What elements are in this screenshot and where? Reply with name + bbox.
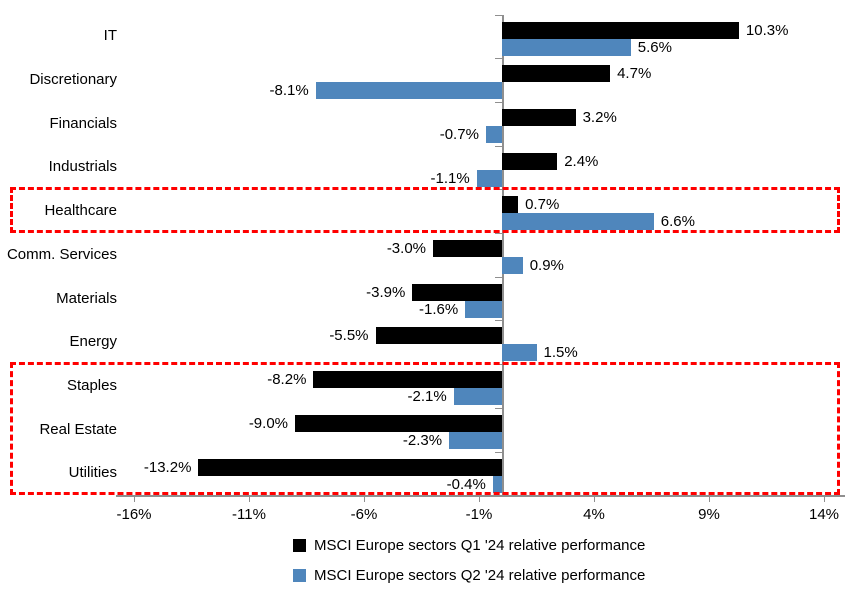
- q2-value-label-real-estate: -2.3%: [402, 431, 443, 449]
- q1-value-label-discretionary: 4.7%: [617, 65, 652, 83]
- q1-value-label-real-estate: -9.0%: [248, 414, 288, 432]
- legend-label-q2: MSCI Europe sectors Q2 '24 relative perf…: [314, 566, 646, 584]
- x-axis-tick: [824, 495, 825, 503]
- q1-bar-industrials: [502, 152, 558, 170]
- y-axis-tick: [495, 14, 502, 16]
- q1-value-label-financials: 3.2%: [582, 108, 617, 126]
- category-label-utilities: Utilities: [68, 464, 117, 482]
- q1-bar-real-estate: [295, 414, 502, 432]
- q2-value-label-financials: -0.7%: [439, 125, 479, 143]
- q1-bar-it: [502, 21, 739, 39]
- legend: MSCI Europe sectors Q1 '24 relative perf…: [293, 535, 645, 595]
- y-axis-tick: [495, 145, 502, 147]
- category-label-financials: Financials: [49, 114, 117, 132]
- q1-bar-healthcare: [502, 196, 519, 214]
- q2-value-label-discretionary: -8.1%: [269, 82, 309, 100]
- category-label-real-estate: Real Estate: [39, 420, 117, 438]
- q1-value-label-comm-services: -3.0%: [386, 240, 426, 257]
- x-axis-tick-label: 9%: [698, 506, 720, 524]
- y-axis-tick: [495, 407, 502, 409]
- legend-swatch-q1: [293, 538, 306, 552]
- q2-bar-comm-services: [502, 257, 523, 274]
- x-axis-tick-label: -11%: [232, 506, 266, 524]
- healthcare-highlight: [10, 187, 840, 233]
- q1-value-label-energy: -5.5%: [329, 327, 369, 345]
- q2-value-label-staples: -2.1%: [407, 388, 447, 406]
- q2-value-label-comm-services: 0.9%: [529, 257, 564, 274]
- x-axis-tick: [479, 495, 480, 503]
- q2-value-label-healthcare: 6.6%: [660, 213, 695, 231]
- q1-bar-utilities: [198, 458, 502, 476]
- category-label-materials: Materials: [56, 289, 117, 307]
- x-axis-tick: [134, 495, 135, 503]
- q2-bar-staples: [453, 388, 502, 406]
- legend-label-q1: MSCI Europe sectors Q1 '24 relative perf…: [314, 536, 646, 554]
- q2-bar-utilities: [492, 475, 502, 493]
- q1-value-label-utilities: -13.2%: [143, 458, 192, 476]
- y-axis-tick: [495, 451, 502, 453]
- y-axis-tick: [495, 276, 502, 278]
- category-label-it: IT: [103, 27, 117, 45]
- x-axis-tick: [709, 495, 710, 503]
- q2-bar-it: [502, 38, 631, 56]
- category-label-industrials: Industrials: [48, 158, 117, 176]
- y-axis-tick: [495, 233, 502, 234]
- q1-value-label-healthcare: 0.7%: [525, 196, 560, 214]
- q2-bar-materials: [465, 300, 502, 318]
- q2-value-label-utilities: -0.4%: [446, 475, 486, 493]
- q2-bar-energy: [502, 344, 537, 362]
- q2-value-label-energy: 1.5%: [543, 344, 578, 362]
- q1-bar-financials: [502, 108, 576, 126]
- x-axis-tick-label: 14%: [808, 506, 840, 524]
- category-label-discretionary: Discretionary: [29, 71, 117, 89]
- q2-bar-healthcare: [502, 213, 654, 231]
- defensives-highlight: [10, 362, 840, 496]
- category-label-healthcare: Healthcare: [44, 202, 117, 220]
- x-axis-tick-label: 4%: [583, 506, 605, 524]
- q1-value-label-materials: -3.9%: [366, 283, 406, 301]
- category-label-staples: Staples: [66, 376, 117, 394]
- x-axis-tick-label: -16%: [116, 506, 152, 524]
- x-axis-tick: [364, 495, 365, 503]
- y-axis-line: [502, 14, 504, 496]
- category-label-energy: Energy: [69, 333, 117, 351]
- q2-bar-industrials: [476, 169, 502, 187]
- x-axis-tick: [594, 495, 595, 503]
- q1-value-label-it: 10.3%: [745, 21, 789, 39]
- q1-bar-materials: [412, 283, 502, 301]
- x-axis-tick-label: -1%: [465, 506, 493, 524]
- legend-item-q2: MSCI Europe sectors Q2 '24 relative perf…: [293, 565, 645, 585]
- q1-bar-discretionary: [502, 65, 611, 83]
- q1-value-label-industrials: 2.4%: [564, 152, 599, 170]
- q2-bar-financials: [485, 125, 502, 143]
- q2-value-label-industrials: -1.1%: [430, 169, 470, 187]
- q2-bar-real-estate: [449, 431, 502, 449]
- q1-value-label-staples: -8.2%: [267, 371, 307, 389]
- x-axis-line: [115, 495, 845, 498]
- q2-value-label-it: 5.6%: [637, 38, 672, 56]
- category-label-comm-services: Comm. Services: [6, 245, 117, 263]
- legend-swatch-q2: [293, 568, 306, 582]
- q1-bar-energy: [375, 327, 502, 345]
- q1-bar-comm-services: [433, 240, 502, 257]
- q1-bar-staples: [313, 371, 502, 389]
- y-axis-tick: [495, 320, 502, 322]
- y-axis-tick: [495, 101, 502, 103]
- q2-value-label-materials: -1.6%: [419, 300, 459, 318]
- q2-bar-discretionary: [315, 82, 502, 100]
- legend-item-q1: MSCI Europe sectors Q1 '24 relative perf…: [293, 535, 645, 555]
- y-axis-tick: [495, 58, 502, 60]
- x-axis-tick-label: -6%: [350, 506, 378, 524]
- x-axis-tick: [249, 495, 250, 503]
